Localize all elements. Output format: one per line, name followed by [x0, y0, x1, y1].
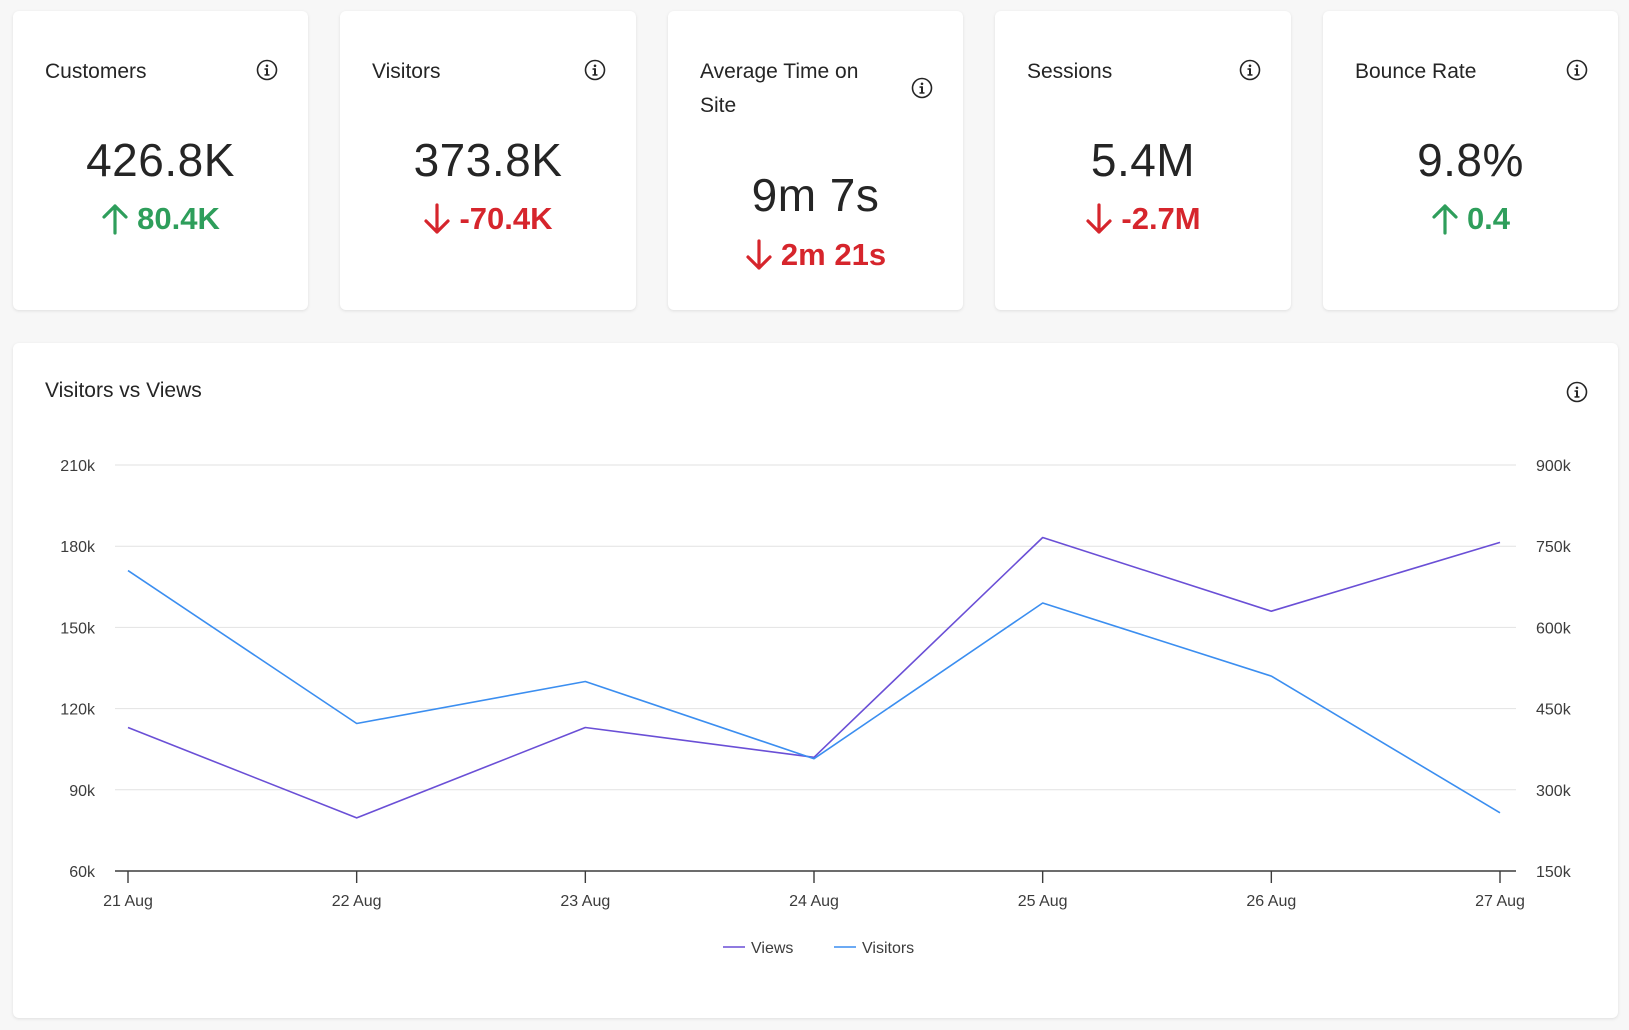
legend-label-visitors: Visitors — [862, 940, 914, 957]
x-tick-label: 22 Aug — [332, 893, 382, 910]
kpi-card-customers: Customers 426.8K 80.4K — [13, 11, 308, 310]
arrow-down-icon — [746, 239, 772, 270]
y-left-tick-label: 210k — [60, 458, 96, 475]
info-icon[interactable] — [256, 59, 278, 81]
arrow-up-icon — [102, 204, 128, 235]
x-tick-label: 26 Aug — [1246, 893, 1296, 910]
kpi-delta-value: 2m 21s — [780, 237, 887, 272]
y-right-tick-label: 600k — [1536, 620, 1572, 637]
kpi-title: Sessions — [1027, 60, 1113, 83]
kpi-card-sessions: Sessions 5.4M -2.7M — [995, 11, 1291, 310]
line-chart: 60k 150k 90k 300k 120k 450k 150k 600k 180k 750k 21… — [60, 458, 1572, 957]
kpi-card-bounce-rate: Bounce Rate 9.8% 0.4 — [1323, 11, 1618, 310]
kpi-delta-value: -70.4K — [459, 201, 553, 236]
kpi-value: 5.4M — [1090, 134, 1196, 186]
x-tick-label: 24 Aug — [789, 893, 839, 910]
kpi-card-visitors: Visitors 373.8K -70.4K — [340, 11, 636, 310]
info-icon[interactable] — [911, 77, 933, 99]
kpi-delta: 0.4 — [1323, 201, 1618, 237]
kpi-title: Customers — [45, 60, 147, 83]
info-icon[interactable] — [1566, 381, 1588, 403]
kpi-value: 9.8% — [1417, 134, 1524, 186]
kpi-delta-value: 80.4K — [137, 201, 220, 236]
info-icon[interactable] — [1566, 59, 1588, 81]
series-line-visitors — [127, 569, 1501, 814]
arrow-down-icon — [424, 203, 451, 234]
info-icon[interactable] — [1239, 59, 1261, 81]
y-right-tick-label: 750k — [1536, 539, 1572, 556]
y-left-tick-label: 90k — [69, 783, 96, 800]
arrow-up-icon — [1432, 204, 1458, 235]
kpi-delta-value: 0.4 — [1466, 201, 1511, 236]
x-tick-label: 23 Aug — [560, 893, 610, 910]
kpi-delta: 2m 21s — [668, 237, 963, 273]
y-right-tick-label: 300k — [1536, 783, 1572, 800]
legend-label-views: Views — [751, 940, 793, 957]
y-left-tick-label: 120k — [60, 702, 96, 719]
x-tick-label: 27 Aug — [1475, 893, 1525, 910]
y-right-tick-label: 900k — [1536, 458, 1572, 475]
kpi-delta: -2.7M — [995, 201, 1291, 237]
x-tick-label: 21 Aug — [103, 893, 153, 910]
chart-title: Visitors vs Views — [45, 379, 202, 402]
kpi-delta: 80.4K — [13, 201, 308, 237]
y-right-tick-label: 150k — [1536, 864, 1572, 881]
kpi-value: 9m 7s — [751, 169, 880, 221]
kpi-title: Average Time on Site — [700, 60, 859, 117]
y-right-tick-label: 450k — [1536, 702, 1572, 719]
kpi-value: 373.8K — [413, 134, 563, 186]
x-tick-label: 25 Aug — [1018, 893, 1068, 910]
kpi-delta: -70.4K — [340, 201, 636, 237]
y-left-tick-label: 150k — [60, 620, 96, 637]
kpi-title: Visitors — [372, 60, 441, 83]
info-icon[interactable] — [584, 59, 606, 81]
kpi-card-average-time: Average Time on Site 9m 7s 2m 21s — [668, 11, 963, 310]
kpi-title: Bounce Rate — [1355, 60, 1477, 83]
kpi-value: 426.8K — [86, 134, 235, 186]
y-left-tick-label: 180k — [60, 539, 96, 556]
chart-card-visitors-vs-views: Visitors vs Views 60k 150k 90k 300k 120k 450k… — [13, 343, 1618, 1018]
kpi-delta-value: -2.7M — [1121, 201, 1201, 236]
y-left-tick-label: 60k — [69, 864, 96, 881]
series-line-views — [127, 536, 1501, 819]
arrow-down-icon — [1086, 203, 1112, 234]
